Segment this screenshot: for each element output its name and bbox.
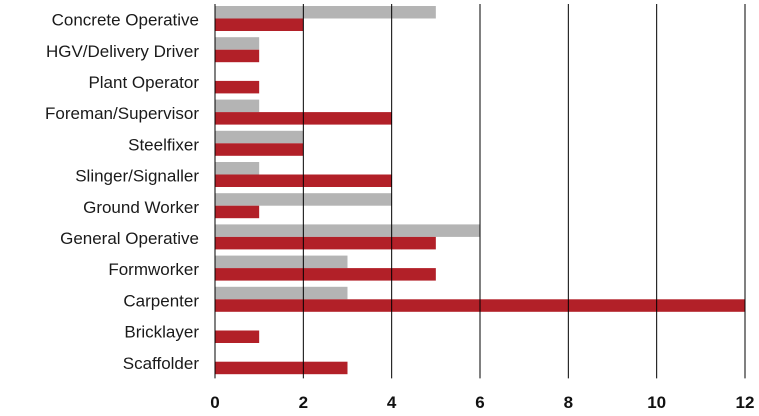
bar-red-8 [215,268,436,281]
x-tick-label: 2 [299,393,308,412]
category-label: Foreman/Supervisor [45,104,199,123]
category-label: Steelfixer [128,135,199,154]
bar-red-0 [215,18,304,31]
category-label: Carpenter [123,291,199,310]
bar-grey-5 [215,162,260,175]
bar-grey-3 [215,99,260,113]
category-label: Ground Worker [83,198,199,217]
bar-red-1 [215,49,260,63]
bar-red-2 [215,80,260,94]
bar-red-6 [215,205,260,219]
category-label: Plant Operator [88,73,199,92]
category-label: Concrete Operative [52,11,199,30]
x-tick-label: 10 [647,393,666,412]
bar-grey-9 [215,286,348,300]
x-tick-label: 4 [387,393,397,412]
x-tick-label: 6 [475,393,484,412]
category-label: Slinger/Signaller [75,167,199,186]
bar-grey-0 [215,6,436,19]
bar-grey-7 [215,224,480,237]
category-label: Formworker [108,260,199,279]
x-tick-label: 0 [210,393,219,412]
bar-red-11 [215,361,348,375]
category-labels: Concrete Operative HGV/Delivery Driver Pla… [45,11,199,373]
grid [214,4,746,379]
x-tick-label: 8 [564,393,573,412]
bar-red-4 [215,143,304,156]
bar-red-7 [215,236,436,250]
bar-grey-1 [215,37,260,50]
category-label: HGV/Delivery Driver [46,42,199,61]
category-label: General Operative [60,229,199,248]
bar-grey-4 [215,130,304,144]
bar-red-10 [215,330,260,343]
category-label: Scaffolder [123,354,200,373]
bar-grey-8 [215,255,348,269]
x-tick-label: 12 [736,393,755,412]
x-tick-labels: 0 2 4 6 8 10 12 [210,393,754,412]
category-label: Bricklayer [124,323,199,342]
